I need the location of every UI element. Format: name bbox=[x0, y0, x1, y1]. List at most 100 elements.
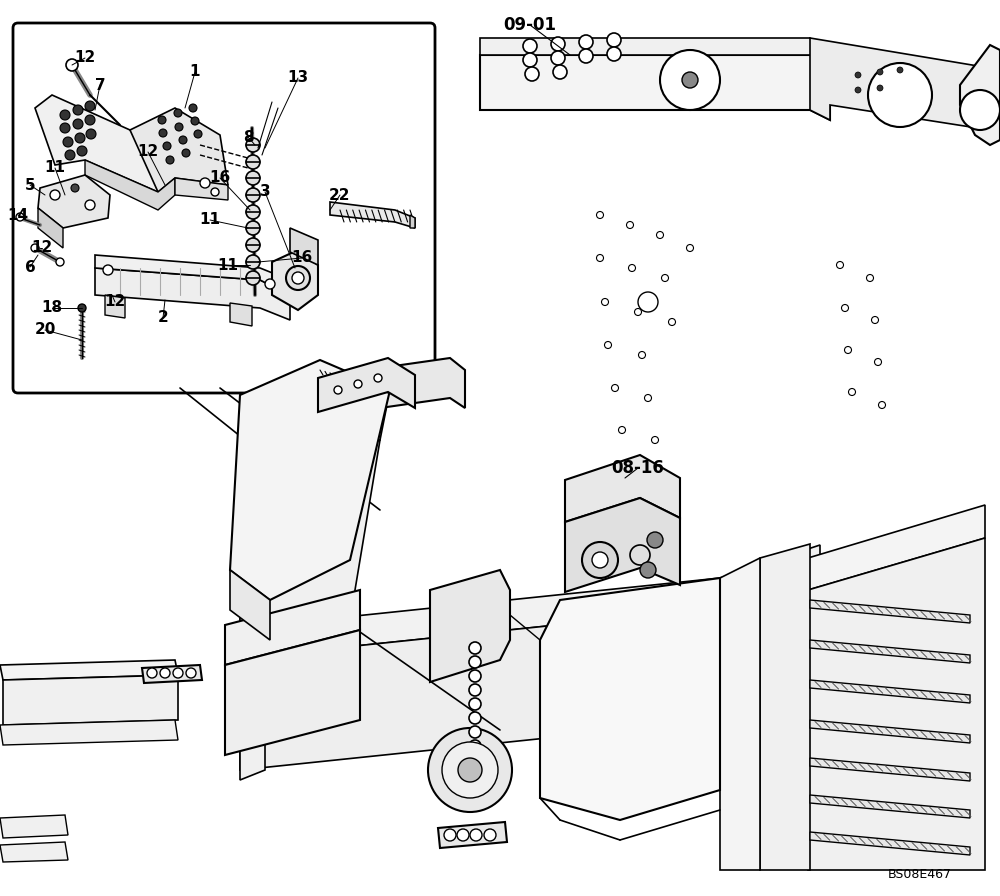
Circle shape bbox=[629, 264, 636, 271]
Polygon shape bbox=[0, 842, 68, 862]
Text: 3: 3 bbox=[260, 185, 270, 200]
Circle shape bbox=[85, 200, 95, 210]
Circle shape bbox=[103, 265, 113, 275]
Polygon shape bbox=[810, 640, 970, 663]
Polygon shape bbox=[330, 202, 415, 228]
Circle shape bbox=[246, 271, 260, 285]
Circle shape bbox=[686, 245, 694, 252]
Polygon shape bbox=[810, 720, 970, 743]
Text: 1: 1 bbox=[190, 65, 200, 80]
Circle shape bbox=[592, 552, 608, 568]
Circle shape bbox=[639, 351, 646, 358]
Circle shape bbox=[191, 117, 199, 125]
Circle shape bbox=[635, 308, 642, 315]
Circle shape bbox=[189, 104, 197, 112]
Circle shape bbox=[31, 244, 39, 252]
Circle shape bbox=[668, 318, 676, 325]
Circle shape bbox=[73, 119, 83, 129]
Circle shape bbox=[442, 742, 498, 798]
Circle shape bbox=[246, 138, 260, 152]
Polygon shape bbox=[240, 415, 265, 780]
Polygon shape bbox=[142, 665, 202, 683]
Circle shape bbox=[647, 532, 663, 548]
Text: 12: 12 bbox=[31, 240, 53, 255]
Circle shape bbox=[458, 758, 482, 782]
Circle shape bbox=[836, 262, 844, 269]
Circle shape bbox=[612, 384, 618, 392]
Text: 13: 13 bbox=[287, 71, 309, 85]
Circle shape bbox=[160, 668, 170, 678]
Text: 11: 11 bbox=[218, 257, 239, 272]
Circle shape bbox=[660, 50, 720, 110]
Circle shape bbox=[855, 72, 861, 78]
Circle shape bbox=[200, 178, 210, 188]
Text: 2: 2 bbox=[158, 311, 168, 325]
Circle shape bbox=[163, 142, 171, 150]
Circle shape bbox=[444, 829, 456, 841]
Polygon shape bbox=[240, 578, 720, 658]
Circle shape bbox=[71, 184, 79, 192]
Polygon shape bbox=[960, 45, 1000, 145]
Polygon shape bbox=[720, 558, 760, 870]
Circle shape bbox=[374, 374, 382, 382]
Text: 22: 22 bbox=[329, 187, 351, 202]
Polygon shape bbox=[810, 758, 970, 781]
Circle shape bbox=[874, 358, 882, 366]
Text: 6: 6 bbox=[25, 260, 35, 274]
Polygon shape bbox=[240, 380, 380, 628]
Polygon shape bbox=[318, 358, 415, 412]
Circle shape bbox=[78, 304, 86, 312]
Circle shape bbox=[60, 123, 70, 133]
Polygon shape bbox=[480, 55, 830, 120]
Circle shape bbox=[470, 829, 482, 841]
Polygon shape bbox=[0, 720, 178, 745]
Circle shape bbox=[644, 394, 652, 401]
Polygon shape bbox=[540, 578, 720, 820]
Polygon shape bbox=[808, 505, 985, 590]
Circle shape bbox=[662, 274, 668, 281]
Circle shape bbox=[186, 668, 196, 678]
Circle shape bbox=[877, 85, 883, 91]
Circle shape bbox=[66, 59, 78, 71]
Circle shape bbox=[640, 562, 656, 578]
Polygon shape bbox=[225, 630, 360, 755]
Circle shape bbox=[469, 712, 481, 724]
Polygon shape bbox=[810, 38, 990, 130]
Circle shape bbox=[86, 129, 96, 139]
Circle shape bbox=[175, 123, 183, 131]
Circle shape bbox=[872, 316, 879, 323]
Polygon shape bbox=[38, 175, 110, 228]
Polygon shape bbox=[95, 255, 290, 295]
Polygon shape bbox=[430, 570, 510, 682]
Circle shape bbox=[596, 254, 604, 262]
Polygon shape bbox=[240, 380, 390, 440]
Circle shape bbox=[626, 221, 634, 228]
Text: 7: 7 bbox=[95, 77, 105, 92]
Polygon shape bbox=[810, 795, 970, 818]
Text: 12: 12 bbox=[137, 144, 159, 159]
Circle shape bbox=[211, 188, 219, 196]
Circle shape bbox=[484, 829, 496, 841]
Circle shape bbox=[630, 545, 650, 565]
Polygon shape bbox=[0, 660, 178, 680]
Polygon shape bbox=[438, 822, 507, 848]
Circle shape bbox=[246, 171, 260, 185]
Circle shape bbox=[173, 668, 183, 678]
Circle shape bbox=[523, 53, 537, 67]
Circle shape bbox=[551, 51, 565, 65]
Circle shape bbox=[618, 426, 626, 434]
Circle shape bbox=[63, 137, 73, 147]
Circle shape bbox=[469, 726, 481, 738]
Circle shape bbox=[842, 305, 848, 312]
Text: 12: 12 bbox=[74, 50, 96, 65]
Circle shape bbox=[682, 72, 698, 88]
Circle shape bbox=[469, 642, 481, 654]
Polygon shape bbox=[720, 545, 820, 790]
Circle shape bbox=[50, 190, 60, 200]
Polygon shape bbox=[175, 178, 228, 200]
Polygon shape bbox=[810, 600, 970, 623]
Circle shape bbox=[292, 272, 304, 284]
Polygon shape bbox=[105, 295, 125, 318]
Circle shape bbox=[553, 65, 567, 79]
Polygon shape bbox=[230, 360, 390, 600]
